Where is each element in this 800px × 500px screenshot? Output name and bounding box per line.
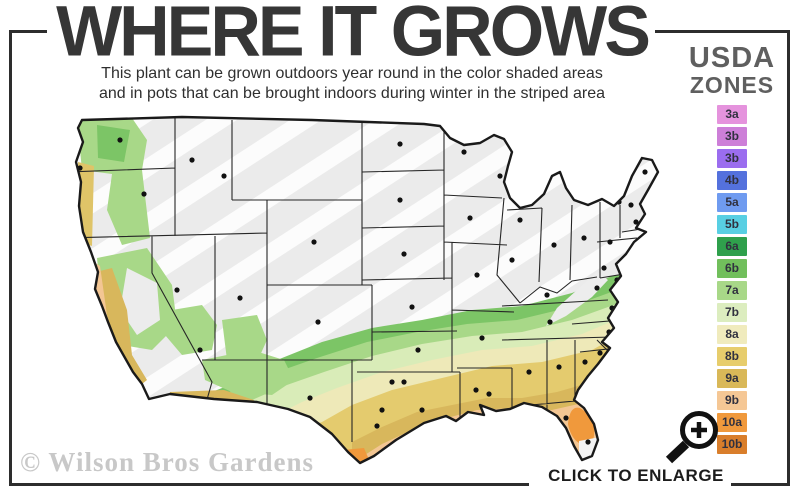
oregon-coast-gold [78, 162, 94, 246]
legend-title-zones: ZONES [689, 72, 775, 98]
page-title: WHERE IT GROWS [56, 0, 651, 71]
zone-10a-central-florida [568, 407, 595, 446]
city-dot [221, 173, 227, 179]
city-dot [582, 359, 588, 365]
city-dot [581, 235, 587, 241]
city-dot [474, 272, 480, 278]
zone-swatch-3b: 3b [717, 127, 747, 147]
us-zone-map[interactable] [52, 110, 668, 472]
city-dot [401, 379, 407, 385]
california-coast-peach [87, 258, 147, 400]
zone-swatch-8a: 8a [717, 325, 747, 345]
city-dot [379, 407, 385, 413]
city-dot [601, 265, 607, 271]
city-dot [415, 347, 421, 353]
city-dot [419, 407, 425, 413]
frame-top-left-segment [9, 30, 47, 33]
frame-top-right-segment [655, 30, 790, 33]
city-dot [544, 292, 550, 298]
city-dot [509, 257, 515, 263]
washington-inner-green [97, 125, 130, 162]
zone-swatch-5b: 5b [717, 215, 747, 235]
frame-left [9, 30, 12, 486]
zone-swatch-10b: 10b [717, 435, 747, 455]
city-dot [563, 415, 569, 421]
city-dot [551, 242, 557, 248]
city-dot [117, 137, 123, 143]
zone-swatch-3a: 3a [717, 105, 747, 125]
city-dot [374, 423, 380, 429]
usda-zones-legend: USDA ZONES 3a 3b 3b 4b 5a 5b 6a 6b 7a 7b 8a 8b 9a 9b 1… [676, 44, 788, 457]
city-dot [307, 395, 313, 401]
zone-swatch-9a: 9a [717, 369, 747, 389]
zone-swatch-7b: 7b [717, 303, 747, 323]
city-dot [197, 347, 203, 353]
subtitle: This plant can be grown outdoors year ro… [12, 64, 692, 105]
frame-bottom-left-segment [9, 483, 529, 486]
city-dot [311, 239, 317, 245]
city-dot [401, 251, 407, 257]
city-dot [597, 350, 603, 356]
zone-swatch-9b: 9b [717, 391, 747, 411]
city-dot [486, 391, 492, 397]
zone-swatch-6a: 6a [717, 237, 747, 257]
city-dot [461, 149, 467, 155]
appalachian-gray-wedge [546, 272, 608, 326]
zone-swatch-6b: 6b [717, 259, 747, 279]
city-dot [628, 202, 634, 208]
zone-swatch-4b: 4b [717, 171, 747, 191]
city-dot [189, 157, 195, 163]
city-dot [633, 219, 639, 225]
city-dot [526, 369, 532, 375]
magnifier-zoom-icon[interactable] [657, 404, 727, 468]
city-dot [517, 217, 523, 223]
subtitle-line-1: This plant can be grown outdoors year ro… [101, 65, 603, 82]
city-dot [89, 299, 95, 305]
click-to-enlarge-label[interactable]: CLICK TO ENLARGE [548, 466, 724, 485]
city-dot [497, 173, 503, 179]
zone-swatch-5a: 5a [717, 193, 747, 213]
city-dot [389, 379, 395, 385]
state-borders [76, 118, 648, 442]
city-dot [594, 285, 600, 291]
legend-zones: 3a 3b 3b 4b 5a 5b 6a 6b 7a 7b 8a 8b 9a 9b 10a 10b [676, 105, 788, 457]
city-dot [174, 287, 180, 293]
city-dot [467, 215, 473, 221]
city-dot [141, 191, 147, 197]
sierra-gray-patch [120, 268, 160, 335]
city-dot [237, 295, 243, 301]
city-dot [397, 197, 403, 203]
pnw-green-patch [77, 118, 150, 245]
frame-right [787, 30, 790, 486]
city-dot [585, 439, 591, 445]
city-dot [607, 239, 613, 245]
city-dot [397, 141, 403, 147]
city-dot [479, 335, 485, 341]
nevada-utah-green [165, 305, 267, 362]
arizona-highlands-green [202, 350, 294, 395]
us-outline [74, 115, 660, 465]
city-dot [473, 387, 479, 393]
city-dot [642, 169, 648, 175]
subtitle-line-2: and in pots that can be brought indoors … [98, 85, 606, 103]
south-arizona-orange [172, 397, 209, 411]
watermark: © Wilson Bros Gardens [20, 447, 314, 477]
city-dot [556, 364, 562, 370]
city-dot [121, 369, 127, 375]
zone-swatch-7a: 7a [717, 281, 747, 301]
city-dot [547, 319, 553, 325]
enlarge-button[interactable] [602, 404, 782, 473]
frame-bottom-right-segment [731, 483, 790, 486]
zone-swatch-10a: 10a [717, 413, 747, 433]
city-dot [409, 304, 415, 310]
city-dot [315, 319, 321, 325]
legend-title-usda: USDA [688, 42, 776, 74]
zone-swatch-8b: 8b [717, 347, 747, 367]
zone-swatch-3b: 3b [717, 149, 747, 169]
